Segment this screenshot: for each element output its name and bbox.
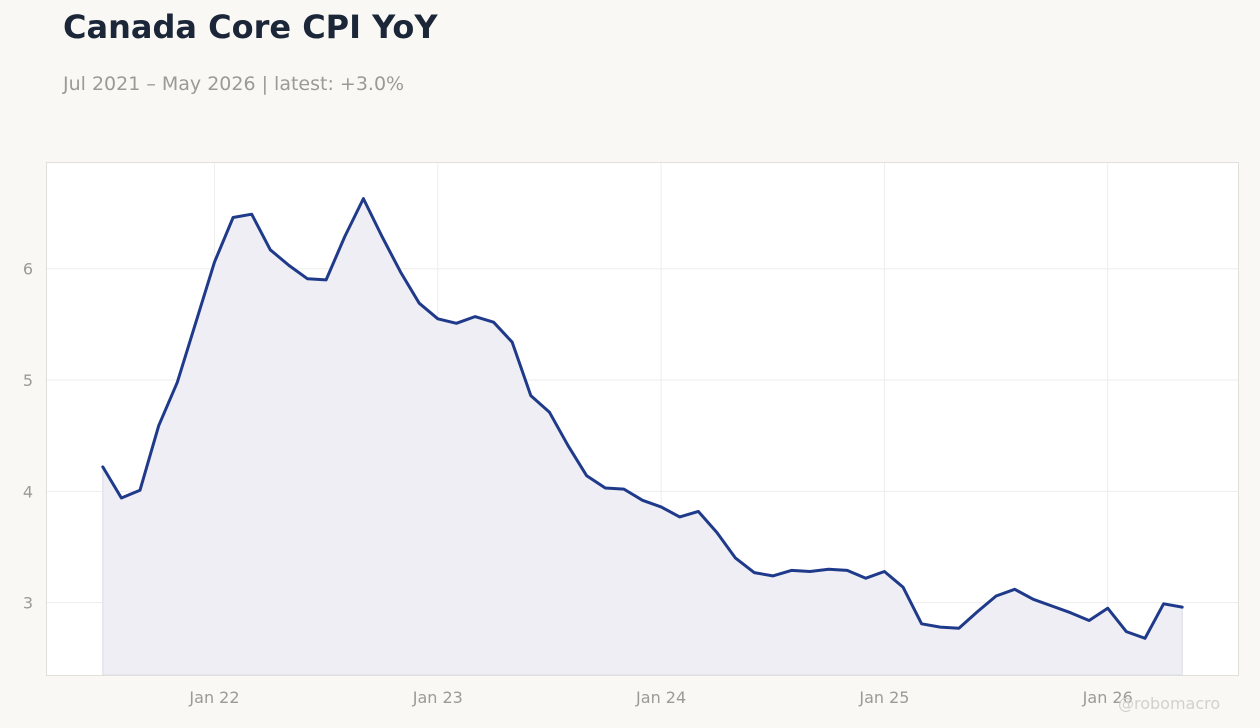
series-line-layer — [101, 197, 1184, 640]
x-axis: Jan 22 Jan 23 Jan 24 Jan 25 Jan 26 — [188, 688, 1132, 707]
watermark: @robomacro — [1118, 694, 1221, 713]
y-tick-label: 5 — [23, 371, 33, 390]
x-tick-label: Jan 24 — [635, 688, 686, 707]
chart-title: Canada Core CPI YoY — [63, 8, 438, 46]
chart-subtitle: Jul 2021 – May 2026 | latest: +3.0% — [63, 73, 405, 95]
y-tick-label: 3 — [23, 594, 33, 613]
series-line — [101, 197, 1184, 640]
y-axis: 3 4 5 6 — [23, 260, 33, 613]
x-tick-label: Jan 23 — [412, 688, 463, 707]
x-tick-label: Jan 25 — [858, 688, 909, 707]
x-tick-label: Jan 26 — [1082, 688, 1133, 707]
y-tick-label: 4 — [23, 482, 33, 501]
y-tick-label: 6 — [23, 260, 33, 279]
x-tick-label: Jan 22 — [188, 688, 239, 707]
